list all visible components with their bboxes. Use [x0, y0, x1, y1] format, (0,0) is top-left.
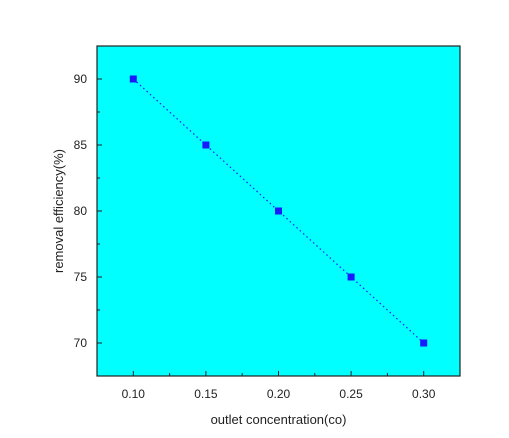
y-tick-label: 75 — [74, 270, 88, 284]
data-point — [420, 339, 428, 347]
y-axis-ticks: 70 75 80 85 90 — [74, 72, 102, 350]
x-tick-label: 0.25 — [339, 387, 363, 401]
data-point — [202, 141, 210, 149]
x-tick-label: 0.15 — [194, 387, 218, 401]
y-tick-label: 90 — [74, 72, 88, 86]
x-axis-title: outlet concentration(co) — [211, 412, 347, 427]
y-axis-title: removal efficiency(%) — [51, 149, 66, 273]
data-point — [275, 207, 282, 215]
y-tick-label: 85 — [74, 138, 88, 152]
y-tick-label: 70 — [74, 336, 88, 350]
data-series — [129, 75, 428, 347]
x-tick-label: 0.10 — [122, 387, 146, 401]
data-point — [129, 75, 137, 83]
x-axis-ticks: 0.10 0.15 0.20 0.25 0.30 — [122, 371, 436, 401]
y-tick-label: 80 — [74, 204, 88, 218]
x-tick-label: 0.20 — [267, 387, 291, 401]
data-point — [347, 273, 355, 281]
x-tick-label: 0.30 — [412, 387, 436, 401]
